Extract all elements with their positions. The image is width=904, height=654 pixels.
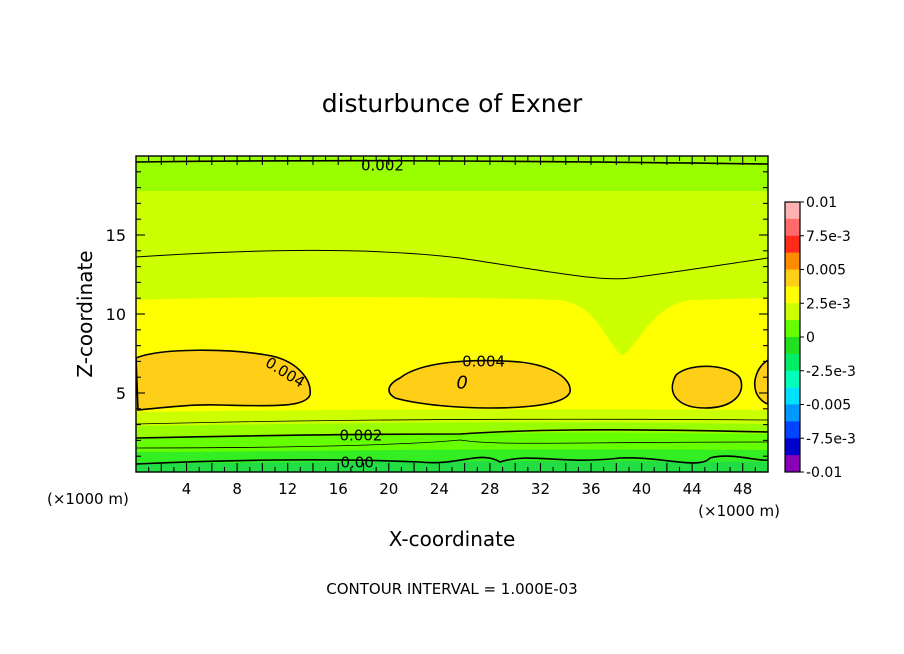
contour-label: 0.004 — [462, 352, 505, 370]
contour-line-top — [136, 159, 768, 165]
colorbar-swatch — [785, 387, 800, 405]
colorbar-swatch — [785, 235, 800, 254]
y-axis-label: Z-coordinate — [73, 250, 97, 377]
x-tick-label: 20 — [379, 480, 398, 498]
x-unit-left: (×1000 m) — [47, 490, 129, 508]
colorbar-swatch — [785, 337, 800, 355]
colorbar-label: 0 — [806, 330, 815, 346]
colorbar-swatch — [785, 455, 800, 473]
contour-line-lower-3 — [136, 439, 768, 449]
x-tick-label: 24 — [430, 480, 449, 498]
colorbar-swatch — [785, 421, 800, 439]
chart-title: disturbunce of Exner — [322, 89, 583, 118]
blob-right — [671, 365, 743, 409]
contour-interval-note: CONTOUR INTERVAL = 1.000E-03 — [326, 580, 577, 598]
x-tick-label: 44 — [683, 480, 702, 498]
contour-label: 0.002 — [361, 156, 404, 174]
x-tick-label: 36 — [581, 480, 600, 498]
colorbar-label: 2.5e-3 — [806, 296, 851, 312]
contour-line-bottom — [136, 455, 768, 465]
colorbar-label: 0.005 — [806, 263, 846, 279]
contour-line-upper — [136, 249, 768, 280]
colorbar-swatch — [785, 303, 800, 321]
contour-label: 0.00 — [340, 454, 373, 472]
y-tick-label: 15 — [106, 226, 126, 245]
contour-field — [136, 156, 768, 472]
blob-middle — [388, 359, 571, 409]
y-tick-label: 5 — [116, 384, 126, 403]
contour-label: 0.002 — [340, 427, 383, 445]
colorbar-swatch — [785, 353, 800, 372]
blob-left — [136, 349, 311, 411]
contour-label: 0 — [456, 373, 467, 394]
colorbar-swatch — [785, 269, 800, 287]
x-tick-label: 4 — [182, 480, 192, 498]
colorbar-label: -7.5e-3 — [806, 431, 856, 447]
colorbar-label: 7.5e-3 — [806, 229, 851, 245]
x-tick-label: 40 — [632, 480, 651, 498]
x-tick-label: 32 — [531, 480, 550, 498]
colorbar-swatch — [785, 252, 800, 270]
x-axis-label: X-coordinate — [389, 527, 516, 551]
colorbar-swatch — [785, 438, 800, 456]
contour-line-lower-1 — [136, 418, 768, 425]
colorbar-label: -0.005 — [806, 398, 851, 414]
x-tick-label: 28 — [480, 480, 499, 498]
colorbar: 0.01 7.5e-3 0.005 2.5e-3 0 -2.5e-3 -0.005 -7.5e… — [784, 195, 856, 481]
colorbar-label: 0.01 — [806, 195, 837, 211]
colorbar-label: -0.01 — [806, 465, 842, 481]
x-tick-label: 16 — [329, 480, 348, 498]
colorbar-swatch — [785, 404, 800, 422]
colorbar-swatch — [785, 320, 800, 338]
colorbar-label: -2.5e-3 — [806, 364, 856, 380]
x-tick-label: 12 — [278, 480, 297, 498]
x-unit-right: (×1000 m) — [698, 502, 780, 520]
y-tick-label: 10 — [106, 305, 126, 324]
x-tick-label: 8 — [232, 480, 242, 498]
colorbar-swatch — [785, 202, 800, 220]
field-band-bottom — [136, 461, 768, 472]
colorbar-swatch — [785, 286, 800, 304]
contour-line-lower-2 — [136, 429, 768, 439]
colorbar-swatch — [785, 218, 800, 237]
x-tick-label: 48 — [733, 480, 752, 498]
colorbar-swatch — [785, 370, 800, 389]
